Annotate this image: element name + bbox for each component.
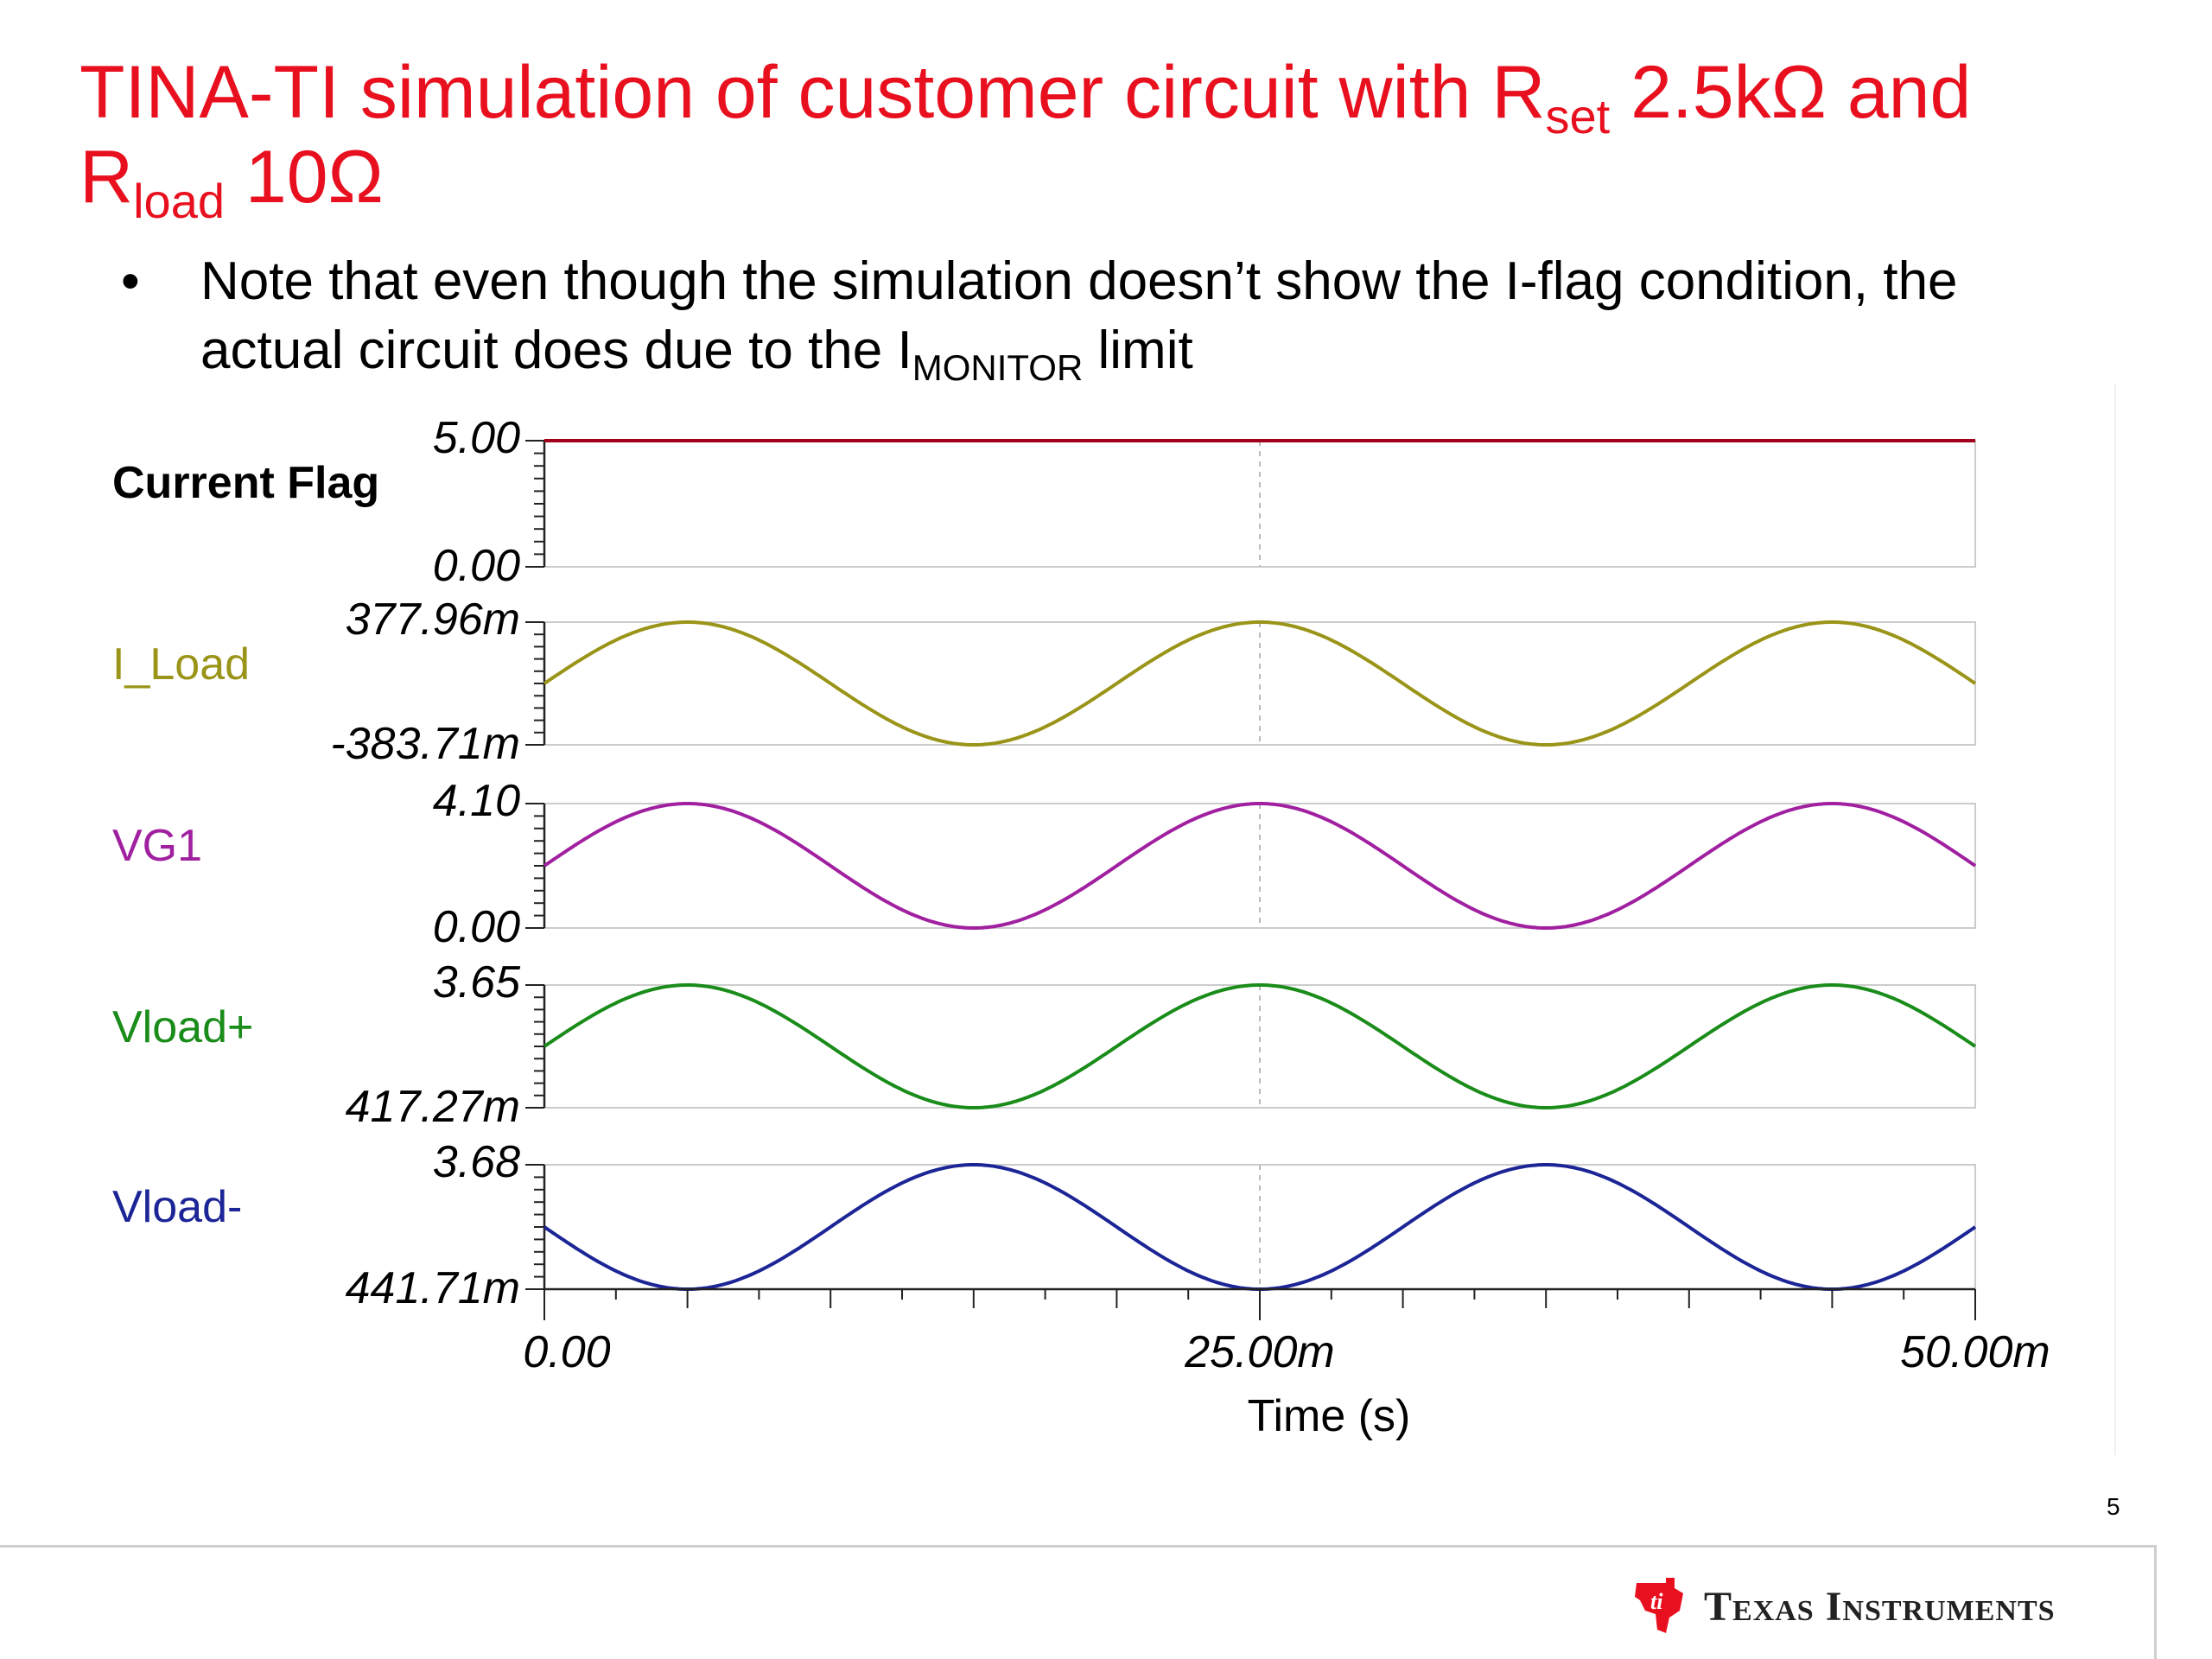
chart-frame-edge — [2114, 384, 2116, 1455]
y-max-label-vload: 3.68 — [433, 1137, 520, 1187]
ti-logo: ti Texas Instruments — [1631, 1576, 2056, 1637]
series-line-vg1 — [543, 802, 1977, 930]
y-max-label-vload: 3.65 — [433, 957, 521, 1007]
title-subscript-set: set — [1545, 89, 1611, 143]
bullet-text: Note that even though the simulation doe… — [200, 247, 2101, 388]
y-min-label-vload: 441.71m — [346, 1263, 520, 1313]
bullet-subscript-monitor: MONITOR — [912, 347, 1084, 388]
series-name-vload: Vload+ — [112, 1002, 253, 1052]
slide-title: TINA-TI simulation of customer circuit w… — [79, 50, 2153, 226]
y-min-label-vload: 417.27m — [346, 1082, 520, 1132]
svg-text:ti: ti — [1650, 1589, 1663, 1614]
y-min-label-current-flag: 0.00 — [433, 541, 520, 591]
title-subscript-load: load — [133, 174, 225, 228]
y-min-label-i-load: -383.71m — [330, 719, 520, 769]
footer-bar — [0, 1545, 2157, 1659]
series-name-i-load: I_Load — [112, 639, 250, 690]
bullet-text-2: limit — [1083, 321, 1193, 380]
title-text-3: R — [79, 136, 134, 219]
panel-frame-i-load — [543, 621, 1976, 746]
title-text-4: 10Ω — [224, 136, 384, 219]
y-max-label-current-flag: 5.00 — [433, 413, 520, 463]
bullet-symbol: • — [121, 251, 140, 311]
bullet-text-1: Note that even though the simulation doe… — [200, 251, 1958, 380]
series-name-vg1: VG1 — [112, 821, 202, 871]
series-name-vload: Vload- — [112, 1182, 242, 1232]
x-tick-label: 25.00m — [1184, 1327, 1334, 1377]
x-tick-label: 0.00 — [523, 1327, 610, 1377]
page-number: 5 — [2107, 1493, 2120, 1520]
y-max-label-i-load: 377.96m — [346, 594, 520, 645]
title-text-2: 2.5kΩ and — [1610, 51, 1972, 134]
x-axis-label: Time (s) — [1248, 1391, 1411, 1441]
ti-logo-icon: ti — [1635, 1578, 1683, 1633]
panel-frame-vload — [543, 984, 1976, 1109]
y-min-label-vg1: 0.00 — [433, 902, 520, 952]
x-tick-label: 50.00m — [1900, 1327, 2050, 1377]
series-name-current-flag: Current Flag — [112, 458, 379, 508]
series-line-i-load — [543, 620, 1977, 747]
series-line-vload — [543, 983, 1977, 1109]
title-text-1: TINA-TI simulation of customer circuit w… — [79, 51, 1546, 134]
y-max-label-vg1: 4.10 — [433, 776, 520, 826]
waveform-chart: 5.00 0.00 Current Flag 377.96m -383.71m I_Loa… — [112, 413, 2050, 1441]
ti-logo-text: Texas Instruments — [1704, 1583, 2056, 1630]
